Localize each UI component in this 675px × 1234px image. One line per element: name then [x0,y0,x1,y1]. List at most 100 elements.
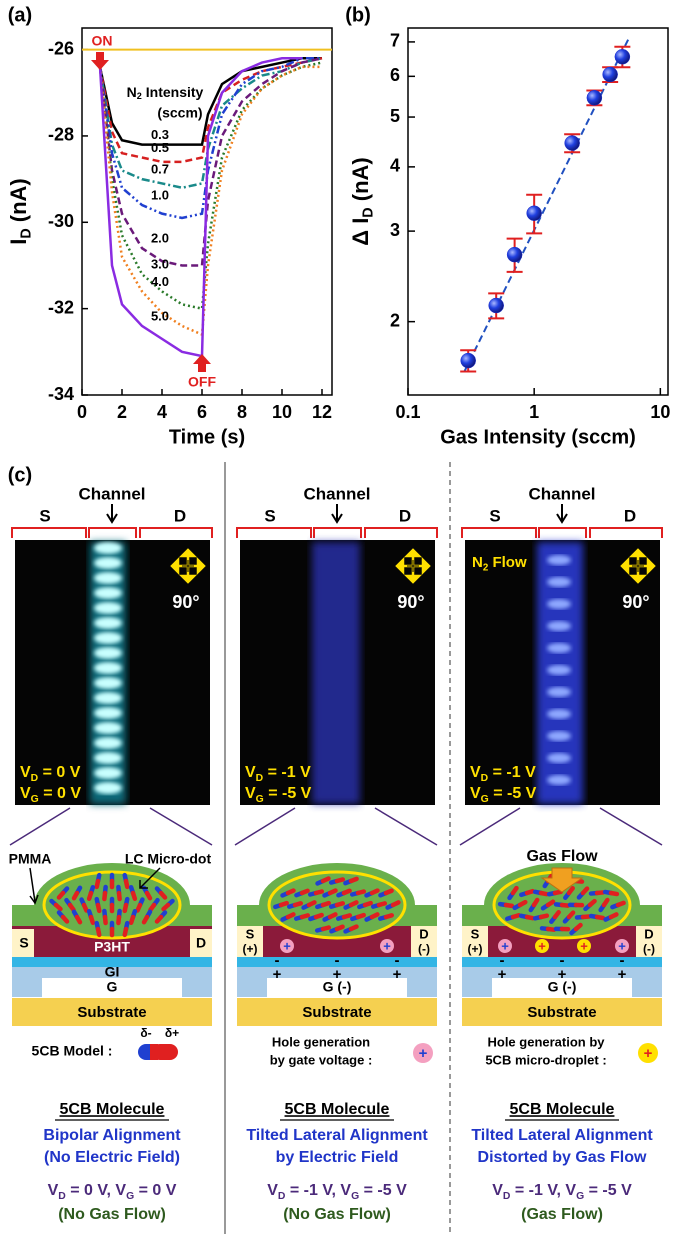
molecule-half [390,900,401,908]
hole-sign: + [580,938,588,953]
drain-sign: (-) [643,942,655,956]
y-tick-label: 3 [390,220,400,240]
note-line: Hole generation [272,1034,370,1049]
data-line [98,56,322,220]
molecule-half [510,885,519,896]
series-label: 1.0 [151,187,169,202]
source-label: S [471,926,480,941]
channel-arrow [331,504,343,524]
subscript: D [481,773,489,784]
molecule-half [116,890,122,902]
drain-label: D [419,926,428,941]
y-tick-label: 4 [390,156,400,176]
caption-line: Tilted Lateral Alignment [246,1127,428,1144]
note-line: Hole generation by [487,1034,605,1049]
droplet-hole [577,939,591,953]
note-line: by gate voltage : [270,1052,373,1067]
drain-label: D [624,506,636,525]
subscript: D [18,228,34,238]
molecule-half [128,914,136,925]
y-axis-label: Δ ID (nA) [348,157,377,245]
voltage-label: VG = -5 V [470,785,537,804]
molecule-half [53,902,63,912]
text-part: Intensity [142,84,204,100]
y-tick-label: 2 [390,310,400,330]
molecule-half [552,909,561,920]
note-hole [413,1043,433,1063]
lc-dot [547,643,571,653]
series-label: 0.5 [151,140,169,155]
molecule-half [102,890,108,902]
zoom-lines [459,807,663,846]
molecule-half [608,890,620,897]
subscript: G [256,794,264,805]
lc-dot [94,602,122,614]
charge-minus: - [620,952,625,969]
caption-title: 5CB Molecule [510,1101,615,1118]
molecule-half [348,924,359,932]
lc-dot [94,722,122,734]
channel-label: Channel [528,484,595,503]
gate-electrode [492,978,632,997]
source-electrode [12,929,34,957]
molecule-half [383,888,394,896]
hole-sign: + [383,938,391,953]
text-part: V [470,764,481,781]
lc-dot [94,587,122,599]
molecule-half [348,876,359,884]
pointer [29,867,39,905]
molecule-half [161,902,171,912]
text-part: = -1 V [488,764,536,781]
molecule-half [71,890,80,901]
charge-minus: - [500,952,505,969]
text-part: = -5 V [359,1182,407,1199]
molecule-half [56,890,66,900]
molecule-half [285,912,296,920]
caption-line: (No Electric Field) [44,1149,180,1166]
molecule-half [573,922,583,932]
plot-frame [407,27,669,396]
gas-flow-label: Gas Flow [526,848,598,865]
molecule-half [81,902,89,913]
droplet-hole [535,939,549,953]
lc-dot [94,737,122,749]
plot-frame [81,27,333,396]
panel-label: (c) [8,464,32,486]
charge-plus: + [618,966,627,983]
molecule-half [545,899,556,908]
molecule-half [67,902,76,913]
lc-dot [94,707,122,719]
caption-title: 5CB Molecule [285,1101,390,1118]
series-label: 5.0 [151,308,169,323]
subscript: 2 [137,92,142,102]
x-axis-label: Gas Intensity (sccm) [440,426,636,448]
molecule-half [587,898,597,908]
subscript: G [576,1191,584,1202]
text-part: = 0 V [134,1182,177,1199]
y-axis-label: ID (nA) [6,178,35,245]
text-part: (nA) [348,157,373,207]
data-line [98,57,323,267]
text-part: N [472,554,483,571]
lc-dot [547,555,571,565]
drain-electrode [411,926,437,957]
charge-minus: - [560,952,565,969]
polarizer-cross [182,560,194,572]
molecule-half [86,890,94,901]
legend-unit: (sccm) [157,105,202,121]
subscript: D [58,1191,66,1202]
lc-dot [547,665,571,675]
y-tick-label: 6 [390,65,400,85]
molecule-half [320,900,331,908]
data-point [564,135,580,151]
bracket [139,527,213,538]
lc-dot [94,632,122,644]
note-line: 5CB micro-droplet : [485,1052,606,1067]
substrate-layer [12,998,212,1026]
gate-label: G (-) [548,979,577,995]
x-tick-label: 10 [272,402,292,422]
lc-dot [547,577,571,587]
y-tick-label: -26 [48,38,74,58]
caption-condition: (No Gas Flow) [58,1206,166,1223]
x-tick-label: 12 [312,402,332,422]
